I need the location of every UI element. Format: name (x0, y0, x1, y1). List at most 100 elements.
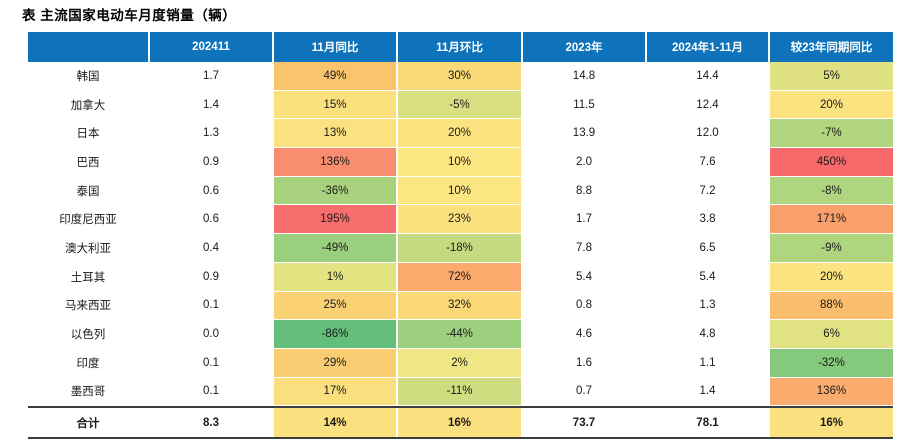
value-2024-1-11-cell: 7.6 (647, 148, 770, 177)
value-2024-1-11-cell: 12.4 (647, 90, 770, 120)
value-2024-1-11-cell: 78.1 (647, 408, 770, 438)
country-cell: 泰国 (28, 176, 150, 206)
country-cell: 合计 (28, 408, 150, 438)
mom-cell: -5% (398, 90, 523, 120)
country-cell: 日本 (28, 119, 150, 149)
country-cell: 澳大利亚 (28, 234, 150, 263)
value-202411-cell: 0.1 (150, 348, 274, 378)
value-202411-cell: 1.4 (150, 90, 274, 120)
vs23-cell: 136% (770, 377, 893, 407)
value-2023-cell: 8.8 (523, 176, 647, 206)
value-2023-cell: 1.6 (523, 348, 647, 378)
vs23-cell: 5% (770, 62, 893, 91)
mom-cell: -18% (398, 234, 523, 263)
mom-cell: 30% (398, 62, 523, 91)
column-header-0 (28, 32, 150, 62)
yoy-cell: 29% (274, 348, 398, 378)
vs23-cell: -32% (770, 348, 893, 378)
value-202411-cell: 0.6 (150, 205, 274, 235)
value-2024-1-11-cell: 14.4 (647, 62, 770, 91)
value-2023-cell: 4.6 (523, 320, 647, 349)
table-row: 巴西 0.9 136% 10% 2.0 7.6 450% (28, 148, 893, 177)
table-row: 日本 1.3 13% 20% 13.9 12.0 -7% (28, 119, 893, 149)
table-row: 韩国 1.7 49% 30% 14.8 14.4 5% (28, 62, 893, 91)
table-row: 印度尼西亚 0.6 195% 23% 1.7 3.8 171% (28, 205, 893, 235)
table-row: 以色列 0.0 -86% -44% 4.6 4.8 6% (28, 320, 893, 349)
mom-cell: 10% (398, 148, 523, 177)
value-2023-cell: 13.9 (523, 119, 647, 149)
value-202411-cell: 0.1 (150, 291, 274, 321)
country-cell: 印度 (28, 348, 150, 378)
table-row: 墨西哥 0.1 17% -11% 0.7 1.4 136% (28, 377, 893, 407)
table-title: 表 主流国家电动车月度销量（辆） (22, 8, 237, 23)
vs23-cell: 88% (770, 291, 893, 321)
vs23-cell: -7% (770, 119, 893, 149)
value-202411-cell: 0.9 (150, 262, 274, 292)
mom-cell: -44% (398, 320, 523, 349)
value-202411-cell: 0.1 (150, 377, 274, 407)
table-row: 泰国 0.6 -36% 10% 8.8 7.2 -8% (28, 176, 893, 206)
column-header-6: 较23年同期同比 (790, 42, 873, 54)
value-2024-1-11-cell: 1.4 (647, 377, 770, 407)
value-2024-1-11-cell: 5.4 (647, 262, 770, 292)
column-header-2: 11月同比 (274, 32, 398, 62)
yoy-cell: 49% (274, 62, 398, 91)
value-202411-cell: 0.0 (150, 320, 274, 349)
yoy-cell: -36% (274, 176, 398, 206)
vs23-cell: 20% (770, 90, 893, 120)
value-202411-cell: 0.6 (150, 176, 274, 206)
country-cell: 以色列 (28, 320, 150, 349)
country-cell: 墨西哥 (28, 377, 150, 407)
column-header-5: 2024年1-11月 (647, 32, 770, 62)
value-2024-1-11-cell: 12.0 (647, 119, 770, 149)
column-header-4: 2023年 (523, 32, 647, 62)
vs23-cell: -9% (770, 234, 893, 263)
table-total-row: 合计 8.3 14% 16% 73.7 78.1 16% (28, 406, 893, 440)
vs23-cell: 450% (770, 148, 893, 177)
table-header-row: 202411 11月同比 11月环比 2023年 2024年1-11月 较23年同期同比 (28, 32, 893, 62)
value-202411-cell: 1.7 (150, 62, 274, 91)
vs23-cell: 20% (770, 262, 893, 292)
value-2023-cell: 11.5 (523, 90, 647, 120)
mom-cell: 10% (398, 176, 523, 206)
yoy-cell: 1% (274, 262, 398, 292)
country-cell: 加拿大 (28, 90, 150, 120)
vs23-cell: -8% (770, 176, 893, 206)
table-row: 马来西亚 0.1 25% 32% 0.8 1.3 88% (28, 291, 893, 321)
mom-cell: -11% (398, 377, 523, 407)
yoy-cell: 15% (274, 90, 398, 120)
yoy-cell: 17% (274, 377, 398, 407)
country-cell: 韩国 (28, 62, 150, 91)
yoy-cell: 25% (274, 291, 398, 321)
table-row: 印度 0.1 29% 2% 1.6 1.1 -32% (28, 348, 893, 378)
column-header-3: 11月环比 (398, 32, 523, 62)
value-2024-1-11-cell: 7.2 (647, 176, 770, 206)
value-2023-cell: 14.8 (523, 62, 647, 91)
vs23-cell: 16% (770, 408, 893, 438)
table-row: 土耳其 0.9 1% 72% 5.4 5.4 20% (28, 262, 893, 292)
value-2023-cell: 2.0 (523, 148, 647, 177)
table-row: 澳大利亚 0.4 -49% -18% 7.8 6.5 -9% (28, 234, 893, 263)
value-2023-cell: 0.8 (523, 291, 647, 321)
yoy-cell: -49% (274, 234, 398, 263)
value-2024-1-11-cell: 1.1 (647, 348, 770, 378)
mom-cell: 72% (398, 262, 523, 292)
country-cell: 马来西亚 (28, 291, 150, 321)
vs23-cell: 6% (770, 320, 893, 349)
vs23-cell: 171% (770, 205, 893, 235)
yoy-cell: 195% (274, 205, 398, 235)
value-202411-cell: 1.3 (150, 119, 274, 149)
value-2023-cell: 1.7 (523, 205, 647, 235)
country-cell: 印度尼西亚 (28, 205, 150, 235)
mom-cell: 2% (398, 348, 523, 378)
value-2023-cell: 0.7 (523, 377, 647, 407)
value-202411-cell: 0.4 (150, 234, 274, 263)
value-2024-1-11-cell: 3.8 (647, 205, 770, 235)
value-2024-1-11-cell: 1.3 (647, 291, 770, 321)
yoy-cell: 14% (274, 408, 398, 438)
yoy-cell: 13% (274, 119, 398, 149)
mom-cell: 16% (398, 408, 523, 438)
value-2023-cell: 73.7 (523, 408, 647, 438)
table-body: 韩国 1.7 49% 30% 14.8 14.4 5% 加拿大 1.4 15% -5% 11.5 12.… (28, 62, 893, 440)
